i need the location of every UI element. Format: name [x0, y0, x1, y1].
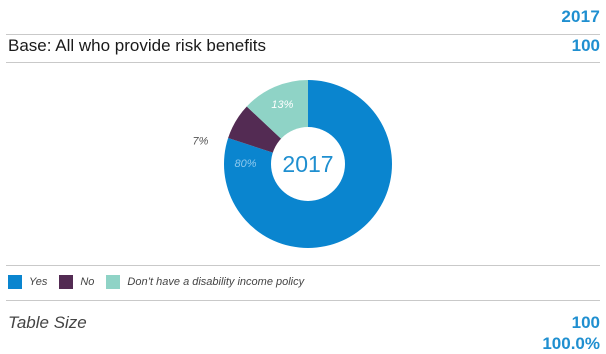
base-row: Base: All who provide risk benefits 100 — [8, 36, 600, 58]
table-size-percent: 100.0% — [542, 334, 600, 353]
legend-label-no: No — [80, 276, 95, 288]
table-size-count: 100 — [571, 313, 600, 332]
legend-top-divider — [6, 265, 600, 266]
legend-bottom-divider — [6, 300, 600, 301]
donut-center-label: 2017 — [282, 151, 333, 177]
chart-legend: Yes No Don’t have a disability income po… — [8, 275, 316, 289]
legend-item-no-policy: Don’t have a disability income policy — [106, 275, 304, 289]
legend-item-no: No — [59, 275, 94, 289]
table-size-label: Table Size — [8, 313, 87, 332]
legend-swatch-yes — [8, 275, 22, 289]
column-year-header: 2017 — [561, 7, 600, 26]
legend-label-no-policy: Don’t have a disability income policy — [127, 276, 305, 288]
donut-center-hole — [271, 127, 345, 201]
base-value: 100 — [571, 36, 600, 55]
donut-labels: 80% 7% 13% — [193, 99, 294, 170]
legend-item-yes: Yes — [8, 275, 47, 289]
base-label: Base: All who provide risk benefits — [8, 36, 266, 55]
table-size-values: 100 100.0% — [542, 312, 600, 354]
donut-label-no: 7% — [193, 136, 209, 148]
header-divider — [6, 34, 600, 35]
donut-chart: 80% 7% 13% 2017 — [193, 80, 393, 248]
donut-chart-svg: 80% 7% 13% 2017 — [193, 80, 393, 248]
base-divider — [6, 62, 600, 63]
legend-swatch-no — [59, 275, 74, 289]
legend-swatch-no-policy — [106, 275, 121, 289]
donut-label-don-t-have-a-disability-income-policy: 13% — [271, 99, 293, 111]
donut-label-yes: 80% — [234, 158, 256, 170]
legend-label-yes: Yes — [29, 276, 48, 288]
